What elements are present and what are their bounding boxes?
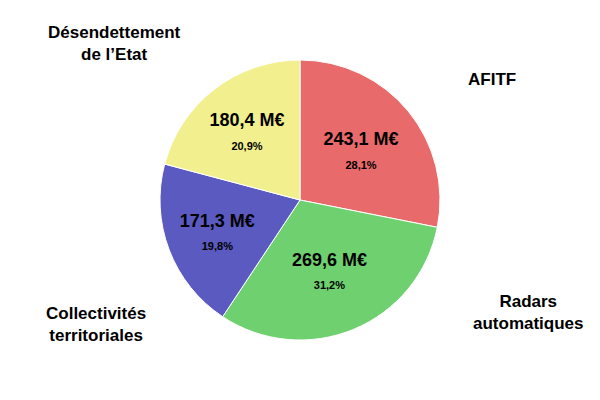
svg-text:Collectivitésterritoriales: Collectivitésterritoriales [46,304,146,345]
svg-text:180,4 M€20,9%: 180,4 M€20,9% [209,110,284,151]
svg-text:269,6 M€31,2%: 269,6 M€31,2% [292,250,367,291]
svg-text:243,1 M€28,1%: 243,1 M€28,1% [324,129,399,170]
svg-text:Désendettementde l’Etat: Désendettementde l’Etat [48,23,181,64]
svg-text:171,3 M€19,8%: 171,3 M€19,8% [180,211,255,252]
svg-text:Radarsautomatiques: Radarsautomatiques [473,292,584,333]
svg-text:AFITF: AFITF [468,70,516,89]
